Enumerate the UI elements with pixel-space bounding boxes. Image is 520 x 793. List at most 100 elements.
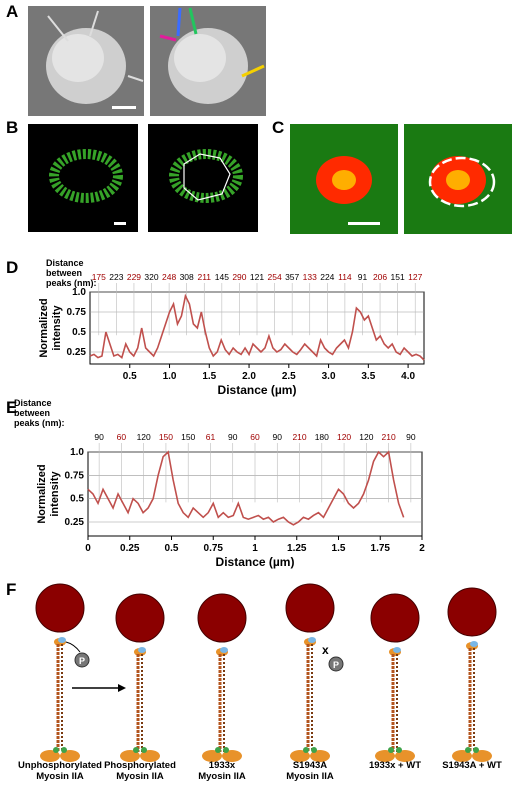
intensity-line <box>89 293 425 361</box>
peak-distance-label: 308 <box>180 272 194 282</box>
y-tick-label: 0.25 <box>65 517 85 528</box>
phospho-letter: P <box>79 656 85 666</box>
x-tick-label: 2.0 <box>242 371 256 382</box>
motor-domain <box>60 750 80 762</box>
y-tick-label: 0.25 <box>67 347 87 358</box>
y-tick-label: 1.0 <box>72 287 86 298</box>
light-chain <box>473 747 479 753</box>
peak-distance-label: 223 <box>109 272 123 282</box>
tail-tip <box>393 647 401 653</box>
y-axis-label: Normalized intensity <box>38 298 63 357</box>
motor-domain <box>290 750 310 762</box>
x-tick-label: 1.5 <box>332 543 346 554</box>
motor-domain <box>452 750 472 762</box>
y-label-line1: Normalized <box>38 298 50 357</box>
x-tick-label: 3.5 <box>361 371 375 382</box>
chart-e: Distance between peaks (nm): 1.0 0.75 0.5 0… <box>0 398 520 578</box>
peak-distance-label: 150 <box>159 432 173 442</box>
header-line-1: Distance <box>14 398 52 408</box>
schematic-label-line2: Myosin IIA <box>36 771 84 782</box>
peak-distance-label: 133 <box>303 272 317 282</box>
y-label-line1: Normalized <box>36 464 48 523</box>
schematic-label: 1933x <box>209 760 236 771</box>
peak-distance-label: 248 <box>162 272 176 282</box>
fluorescence-image-b1 <box>28 124 138 232</box>
light-chain <box>61 747 67 753</box>
tail-tip <box>138 647 146 653</box>
peak-distance-label: 175 <box>92 272 106 282</box>
tail-tip <box>220 647 228 653</box>
schematic-label-line2: Myosin IIA <box>198 771 246 782</box>
x-tick-label: 4.0 <box>401 371 415 382</box>
y-tick-label: 0.5 <box>72 327 86 338</box>
light-chain <box>311 747 317 753</box>
chart-d-svg: 1.0 0.75 0.5 0.25 0.5 1.0 1.5 2.0 2.5 3.0 3.5 4.0 17… <box>38 272 425 397</box>
sem-image-left <box>28 6 144 116</box>
bead-circle <box>35 583 85 633</box>
y-tick-label: 0.75 <box>67 307 87 318</box>
header-line-2: between <box>14 408 51 418</box>
x-tick-label: 1.25 <box>287 543 307 554</box>
panel-label-d: D <box>6 258 19 277</box>
peak-distance-label: 91 <box>358 272 368 282</box>
y-tick-label: 1.0 <box>70 447 84 458</box>
panel-label-c: C <box>272 118 285 137</box>
motor-domain <box>120 750 140 762</box>
motor-domain <box>375 750 395 762</box>
bead-circle <box>115 593 165 643</box>
peak-distance-label: 120 <box>359 432 373 442</box>
motor-domain <box>40 750 60 762</box>
header-line-1: Distance <box>46 258 84 268</box>
light-chain <box>141 747 147 753</box>
intensity-line <box>87 450 405 526</box>
y-tick-label: 0.75 <box>65 470 85 481</box>
schematic-label: 1933x + WT <box>369 760 421 771</box>
myosin-figure <box>115 593 165 762</box>
header-line-3: peaks (nm): <box>46 278 97 288</box>
myosin-figure <box>197 593 247 762</box>
peak-distance-label: 210 <box>382 432 396 442</box>
fluorescence-image-c2 <box>404 124 512 234</box>
x-tick-label: 2.5 <box>282 371 296 382</box>
peak-distance-label: 114 <box>338 272 352 282</box>
chart-e-header: Distance between peaks (nm): <box>14 398 65 428</box>
tail-tip <box>58 637 66 643</box>
peak-distance-label: 357 <box>285 272 299 282</box>
x-axis-label: Distance (µm) <box>218 383 297 397</box>
x-tick-label: 0.25 <box>120 543 140 554</box>
myosin-figure <box>35 583 85 762</box>
x-tick-label: 1.0 <box>163 371 177 382</box>
phospho-arrow <box>65 641 81 653</box>
myosin-figure <box>285 583 335 762</box>
peak-distance-label: 224 <box>320 272 334 282</box>
x-tick-label: 0.5 <box>123 371 137 382</box>
motor-domain <box>202 750 222 762</box>
sem-image-annotated <box>150 6 266 116</box>
motor-domain <box>310 750 330 762</box>
peak-distance-label: 61 <box>206 432 216 442</box>
peak-distance-label: 120 <box>137 432 151 442</box>
peak-distance-label: 290 <box>232 272 246 282</box>
chart-e-svg: 1.0 0.75 0.5 0.25 0 0.25 0.5 0.75 1 1.25 1.5 1.75 2 9… <box>36 432 425 569</box>
header-line-3: peaks (nm): <box>14 418 65 428</box>
peak-distance-label: 90 <box>273 432 283 442</box>
x-tick-label: 1.75 <box>371 543 391 554</box>
schematic-label: S1943A <box>293 760 327 771</box>
peak-distance-label: 206 <box>373 272 387 282</box>
tail-tip <box>308 637 316 643</box>
light-chain <box>303 747 309 753</box>
chart-d: Distance between peaks (nm): 1.0 0.75 0.5 0… <box>0 258 520 398</box>
peak-distance-label: 145 <box>215 272 229 282</box>
peak-distance-label: 211 <box>197 272 211 282</box>
header-line-2: between <box>46 268 83 278</box>
peak-distance-label: 120 <box>337 432 351 442</box>
motor-domain <box>472 750 492 762</box>
peak-distance-label: 229 <box>127 272 141 282</box>
peak-distance-label: 151 <box>391 272 405 282</box>
light-chain <box>53 747 59 753</box>
peak-distance-label: 150 <box>181 432 195 442</box>
peak-distance-label: 127 <box>408 272 422 282</box>
schematic-label-line2: Myosin IIA <box>286 771 334 782</box>
motor-domain <box>395 750 415 762</box>
